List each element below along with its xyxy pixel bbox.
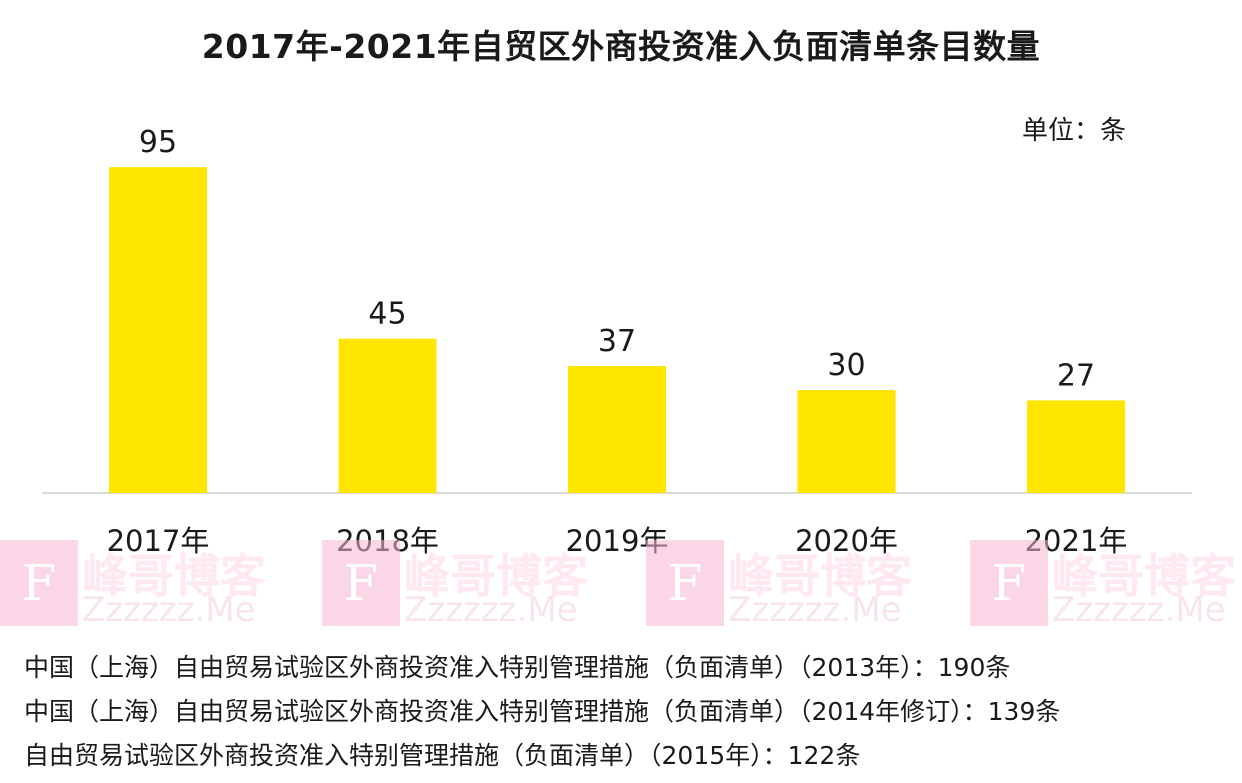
chart-title: 2017年-2021年自贸区外商投资准入负面清单条目数量 <box>201 27 1041 66</box>
data-label: 37 <box>598 324 636 359</box>
bar-chart: 95 2017年 45 2018年 37 2019年 30 2020年 27 2021年 <box>42 125 1192 558</box>
footnote-2015: 自由贸易试验区外商投资准入特别管理措施（负面清单）（2015年）：122条 <box>24 741 861 770</box>
x-tick-label: 2018年 <box>336 524 439 558</box>
bar-2018年 <box>338 338 437 493</box>
unit-label: 单位：条 <box>1022 116 1127 146</box>
x-tick-label: 2021年 <box>1025 524 1128 558</box>
x-tick-label: 2017年 <box>107 524 210 558</box>
data-label: 30 <box>827 348 865 383</box>
bar-2017年 <box>109 167 207 493</box>
data-label: 95 <box>139 125 177 160</box>
x-tick-label: 2020年 <box>795 524 898 558</box>
bar-2020年 <box>797 390 896 493</box>
data-label: 45 <box>368 297 406 332</box>
footnote-2013: 中国（上海）自由贸易试验区外商投资准入特别管理措施（负面清单）（2013年）：1… <box>24 653 1011 682</box>
footnote-2014: 中国（上海）自由贸易试验区外商投资准入特别管理措施（负面清单）（2014年修订）… <box>24 697 1061 726</box>
x-tick-label: 2019年 <box>566 524 669 558</box>
bar-2019年 <box>568 366 666 493</box>
data-label: 27 <box>1057 358 1095 393</box>
bar-2021年 <box>1027 400 1125 493</box>
